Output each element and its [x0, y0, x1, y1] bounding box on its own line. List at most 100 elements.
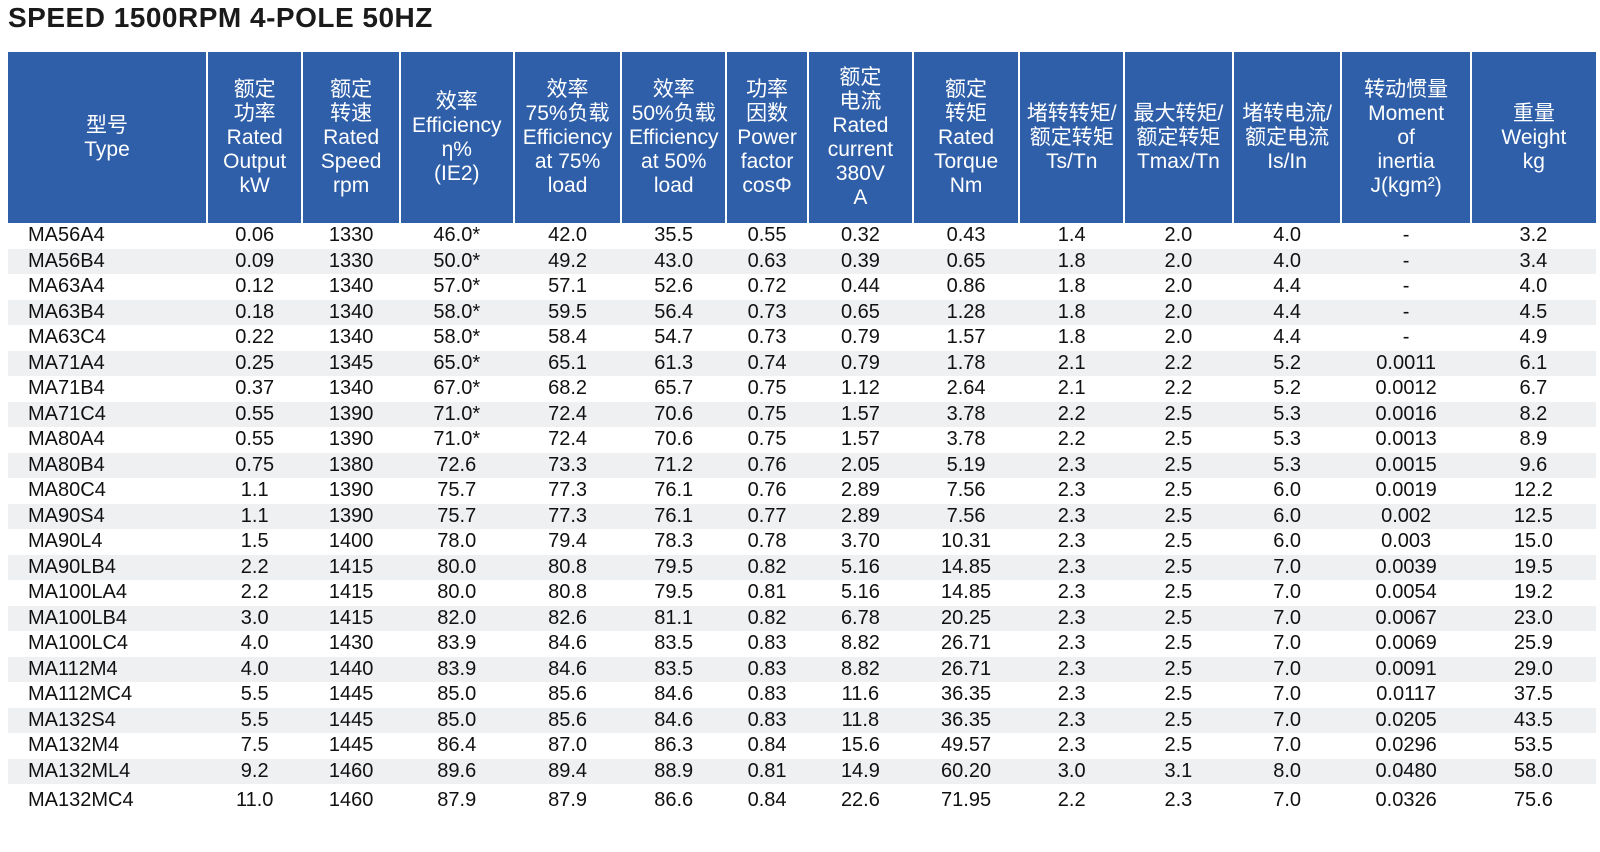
cell-type: MA71A4: [8, 350, 207, 376]
cell-weight: 25.9: [1513, 632, 1553, 655]
cell-efficiency-50: 43.0: [621, 248, 727, 274]
cell-efficiency-50: 84.6: [654, 683, 694, 706]
cell-efficiency-75: 85.6: [513, 707, 622, 733]
cell-is-in: 6.0: [1273, 530, 1302, 553]
cell-power-factor: 0.81: [726, 758, 809, 784]
cell-power-factor: 0.75: [747, 428, 787, 451]
cell-ts-tn: 1.4: [1057, 224, 1086, 247]
cell-rated-torque: 36.35: [912, 707, 1020, 733]
cell-rated-output: 0.22: [235, 326, 275, 349]
cell-power-factor: 0.55: [747, 224, 787, 247]
cell-is-in: 4.0: [1273, 224, 1302, 247]
cell-weight: 3.2: [1519, 224, 1548, 247]
cell-efficiency-50: 83.5: [621, 656, 727, 682]
cell-weight: 6.7: [1519, 377, 1548, 400]
column-header-weight: 重量 Weight kg: [1470, 52, 1596, 223]
cell-rated-output: 0.18: [207, 299, 303, 325]
cell-efficiency: 57.0*: [433, 275, 481, 298]
cell-type: MA90S4: [8, 503, 207, 529]
cell-rated-torque: 1.57: [946, 326, 986, 349]
cell-tmax-tn: 2.5: [1124, 401, 1233, 427]
cell-rated-output: 5.5: [240, 683, 269, 706]
cell-moment-of-inertia: 0.0091: [1341, 656, 1471, 682]
cell-ts-tn: 2.2: [1019, 401, 1125, 427]
cell-weight: 4.0: [1519, 275, 1548, 298]
cell-type: MA132S4: [8, 707, 207, 733]
cell-type: MA132M4: [28, 734, 120, 757]
column-header-rated-current: 额定 电流 Rated current 380V A: [808, 52, 914, 223]
cell-moment-of-inertia: 0.0205: [1341, 707, 1471, 733]
cell-efficiency-50: 81.1: [621, 605, 727, 631]
cell-rated-output: 9.2: [207, 758, 303, 784]
cell-power-factor: 0.74: [726, 350, 809, 376]
cell-rated-torque: 20.25: [912, 605, 1020, 631]
table-row: MA132S4 5.5 1445 85.0 85.6 84.6 0.83 11.8 36.35 2…: [8, 707, 1596, 733]
cell-efficiency-50: 70.6: [654, 428, 694, 451]
cell-efficiency-50: 70.6: [621, 401, 727, 427]
cell-efficiency-75: 49.2: [513, 248, 622, 274]
cell-rated-torque: 14.85: [941, 581, 992, 604]
cell-efficiency-75: 73.3: [513, 452, 622, 478]
cell-efficiency: 85.0: [437, 683, 477, 706]
cell-efficiency: 67.0*: [433, 377, 481, 400]
cell-ts-tn: 2.3: [1019, 452, 1125, 478]
cell-weight: 37.5: [1513, 683, 1553, 706]
cell-efficiency: 65.0*: [399, 350, 514, 376]
cell-efficiency-75: 65.1: [513, 350, 622, 376]
cell-rated-torque: 7.56: [912, 503, 1020, 529]
table-row: MA71C4 0.55 1390 71.0* 72.4 70.6 0.75 1.57 3.78 2…: [8, 401, 1596, 427]
cell-weight: 12.2: [1513, 479, 1553, 502]
cell-rated-output: 1.1: [240, 479, 269, 502]
cell-efficiency-75: 79.4: [548, 530, 588, 553]
cell-ts-tn: 2.3: [1057, 734, 1086, 757]
cell-rated-current: 0.44: [840, 275, 880, 298]
table-row: MA71B4 0.37 1340 67.0* 68.2 65.7 0.75 1.12 2.64 2…: [8, 376, 1596, 402]
table-row: MA132ML4 9.2 1460 89.6 89.4 88.9 0.81 14.9 60.20…: [8, 758, 1596, 784]
table-row: MA80A4 0.55 1390 71.0* 72.4 70.6 0.75 1.57 3.78 2…: [8, 427, 1596, 453]
cell-rated-current: 11.6: [841, 683, 880, 706]
cell-rated-torque: 3.78: [946, 428, 986, 451]
cell-type: MA100LA4: [28, 581, 127, 604]
cell-efficiency-50: 52.6: [654, 275, 694, 298]
cell-rated-speed: 1330: [302, 248, 400, 274]
cell-type: MA112M4: [8, 656, 207, 682]
cell-power-factor: 0.83: [726, 656, 809, 682]
cell-rated-output: 0.75: [207, 452, 303, 478]
cell-power-factor: 0.82: [726, 554, 809, 580]
table-row: MA56A4 0.06 1330 46.0* 42.0 35.5 0.55 0.32 0.43 1…: [8, 223, 1596, 249]
cell-rated-current: 2.89: [840, 479, 880, 502]
cell-rated-current: 5.16: [808, 554, 913, 580]
cell-efficiency-75: 84.6: [513, 656, 622, 682]
cell-tmax-tn: 2.5: [1164, 734, 1193, 757]
cell-is-in: 7.0: [1273, 581, 1302, 604]
cell-weight: 4.9: [1519, 326, 1548, 349]
cell-rated-speed: 1390: [302, 401, 400, 427]
table-row: MA90LB4 2.2 1415 80.0 80.8 79.5 0.82 5.16 14.85 2…: [8, 554, 1596, 580]
cell-rated-speed: 1340: [328, 377, 374, 400]
cell-power-factor: 0.82: [726, 605, 809, 631]
cell-efficiency-50: 61.3: [621, 350, 727, 376]
cell-rated-output: 1.5: [240, 530, 269, 553]
cell-is-in: 4.4: [1273, 275, 1302, 298]
cell-rated-speed: 1415: [328, 581, 374, 604]
cell-efficiency: 80.0: [399, 554, 514, 580]
cell-efficiency: 78.0: [437, 530, 477, 553]
cell-rated-speed: 1390: [328, 479, 374, 502]
cell-rated-output: 0.55: [235, 428, 275, 451]
column-header-power-factor: 功率 因数 Power factor cosΦ: [726, 52, 810, 223]
cell-efficiency: 89.6: [399, 758, 514, 784]
cell-tmax-tn: 2.5: [1124, 554, 1233, 580]
table-row: MA71A4 0.25 1345 65.0* 65.1 61.3 0.74 0.79 1.78 2…: [8, 350, 1596, 376]
cell-weight: 19.2: [1513, 581, 1553, 604]
cell-weight: 8.2: [1470, 401, 1596, 427]
cell-power-factor: 0.84: [747, 788, 787, 811]
motor-specs-table: 型号 Type 额定 功率 Rated Output kW 额定 转速 Rated …: [8, 52, 1596, 816]
table-row: MA63A4 0.12 1340 57.0* 57.1 52.6 0.72 0.44 0.86 1…: [8, 274, 1596, 300]
cell-tmax-tn: 2.5: [1164, 428, 1193, 451]
cell-is-in: 8.0: [1232, 758, 1342, 784]
cell-rated-torque: 0.43: [946, 224, 986, 247]
cell-ts-tn: 3.0: [1019, 758, 1125, 784]
cell-efficiency-50: 76.1: [621, 503, 727, 529]
cell-ts-tn: 2.3: [1057, 683, 1086, 706]
cell-efficiency-50: 56.4: [621, 299, 727, 325]
